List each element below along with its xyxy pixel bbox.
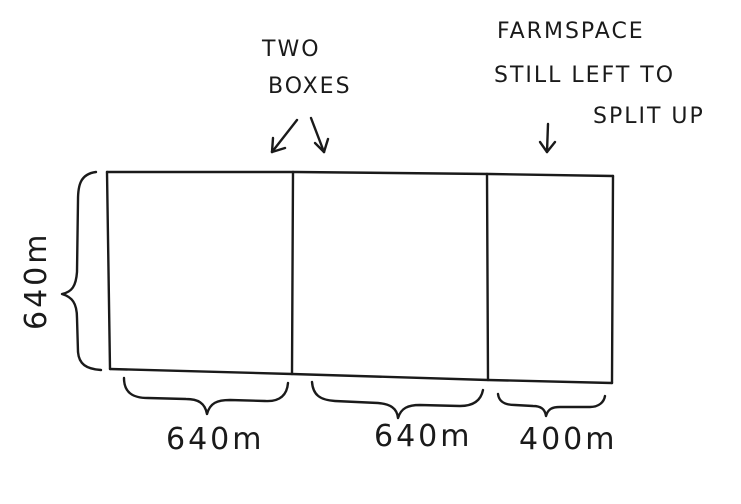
box1-box2-divider (290, 170, 295, 376)
box2-width-brace (310, 380, 485, 420)
remaining-width-label: 400m (519, 422, 617, 457)
two-boxes-label-line1: TWO (261, 37, 321, 62)
two-boxes-label-line2: BOXES (268, 74, 352, 99)
farmspace-label-line3: SPLIT UP (593, 104, 705, 129)
height-label: 640m (19, 232, 54, 330)
arrow-to-box2-icon (309, 116, 330, 154)
box2-remaining-divider (485, 172, 490, 382)
farmspace-label-line2: STILL LEFT TO (494, 63, 675, 88)
farm-rectangle (105, 170, 615, 385)
box2-width-label: 640m (374, 419, 472, 454)
farmspace-label-line1: FARMSPACE (497, 19, 645, 44)
arrow-to-box1-icon (270, 118, 299, 154)
arrow-to-remaining-space-icon (538, 122, 557, 154)
height-brace (60, 170, 103, 372)
box1-width-brace (122, 376, 290, 416)
remaining-width-brace (496, 392, 607, 418)
box1-width-label: 640m (166, 422, 264, 457)
